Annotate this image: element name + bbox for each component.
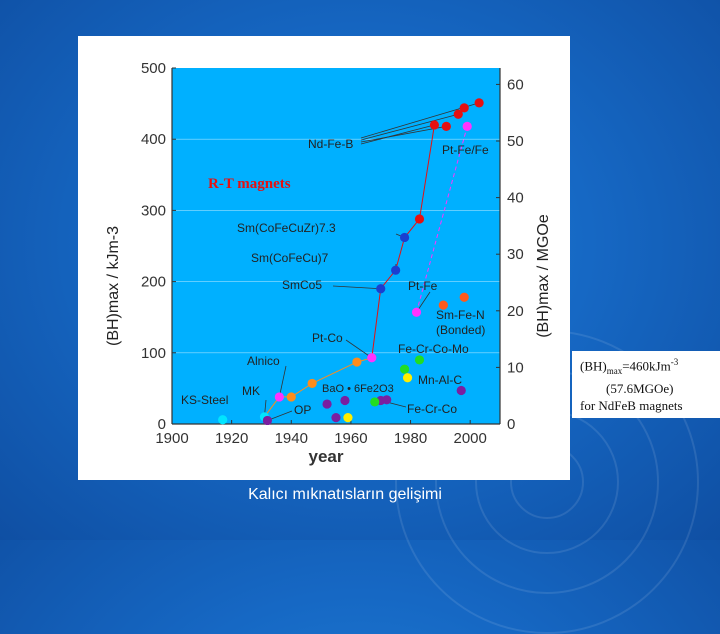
data-point (430, 120, 439, 129)
data-point (218, 415, 227, 424)
data-point (352, 357, 361, 366)
y-right-tick-label: 10 (507, 359, 524, 376)
x-tick-label: 1940 (275, 430, 308, 447)
nd-fe-b-note: (BH)max=460kJm-3 (57.6MGOe) for NdFeB ma… (572, 351, 720, 418)
note-line-1: (BH)max=460kJm-3 (580, 354, 720, 380)
data-point (263, 416, 272, 425)
y-right-tick-label: 30 (507, 246, 524, 263)
annotation-label: Sm(CoFeCuZr)7.3 (237, 221, 336, 235)
data-point (391, 266, 400, 275)
annotation-label: Pt-Co (312, 331, 343, 345)
data-point (400, 233, 409, 242)
annotation-label: Fe-Cr-Co-Mo (398, 342, 469, 356)
note-line-2: (57.6MGOe) (580, 380, 720, 397)
data-point (322, 399, 331, 408)
y-right-tick-label: 50 (507, 133, 524, 150)
annotation-label: MK (242, 384, 260, 398)
data-point (403, 373, 412, 382)
data-point (331, 413, 340, 422)
slide-caption: Kalıcı mıknatısların gelişimi (0, 486, 690, 504)
data-point (415, 355, 424, 364)
data-point (457, 386, 466, 395)
data-point (400, 365, 409, 374)
x-tick-label: 1980 (394, 430, 427, 447)
data-point (367, 353, 376, 362)
data-point (460, 103, 469, 112)
x-tick-label: 2000 (453, 430, 486, 447)
y-tick-label: 0 (158, 416, 166, 433)
y-tick-label: 200 (141, 274, 166, 291)
annotation-label: Pt-Fe (408, 279, 438, 293)
y-right-tick-label: 60 (507, 76, 524, 93)
data-point (442, 122, 451, 131)
annotation-label: Sm-Fe-N (436, 308, 485, 322)
annotation-label: SmCo5 (282, 278, 322, 292)
y-right-tick-label: 0 (507, 416, 515, 433)
note-line-3: for NdFeB magnets (580, 397, 720, 414)
annotation-label: OP (294, 403, 311, 417)
data-point (287, 392, 296, 401)
x-tick-label: 1920 (215, 430, 248, 447)
annotation-label: KS-Steel (181, 393, 228, 407)
y-tick-label: 300 (141, 202, 166, 219)
data-point (343, 413, 352, 422)
x-axis-label: year (309, 447, 344, 466)
annotation-label: Alnico (247, 354, 280, 368)
rt-magnets-label: R-T magnets (208, 176, 291, 192)
annotation-label: BaO • 6Fe2O3 (322, 383, 394, 395)
data-point (275, 392, 284, 401)
y-tick-label: 500 (141, 60, 166, 77)
data-point (340, 396, 349, 405)
data-point (415, 214, 424, 223)
data-point (475, 98, 484, 107)
annotation-label: (Bonded) (436, 323, 485, 337)
data-point (370, 397, 379, 406)
annotation-label: Pt-Fe/Fe (442, 143, 489, 157)
annotation-label: Nd-Fe-B (308, 137, 353, 151)
data-point (460, 293, 469, 302)
y-axis-label-left: (BH)max / kJm-3 (105, 226, 122, 346)
annotation-label: Fe-Cr-Co (407, 402, 457, 416)
data-point (308, 379, 317, 388)
data-point (412, 308, 421, 317)
y-right-tick-label: 40 (507, 190, 524, 207)
annotation-label: Mn-Al-C (418, 373, 462, 387)
plot-area (172, 68, 500, 424)
data-point (382, 395, 391, 404)
y-tick-label: 400 (141, 131, 166, 148)
data-point (376, 284, 385, 293)
y-tick-label: 100 (141, 345, 166, 362)
y-right-tick-label: 20 (507, 303, 524, 320)
y-axis-label-right: (BH)max / MGOe (535, 214, 552, 338)
data-point (463, 122, 472, 131)
x-tick-label: 1960 (334, 430, 367, 447)
annotation-label: Sm(CoFeCu)7 (251, 251, 329, 265)
